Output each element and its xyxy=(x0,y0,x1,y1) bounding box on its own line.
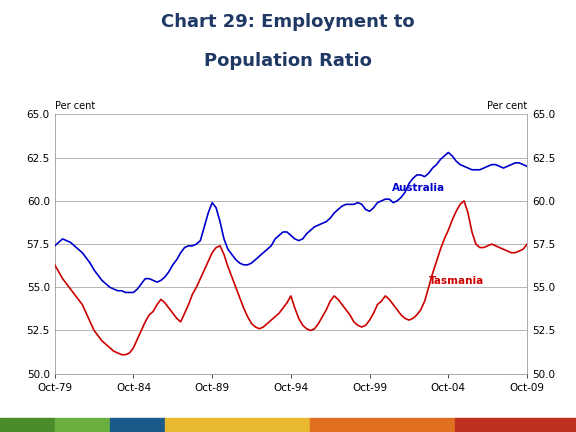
Text: 31: 31 xyxy=(550,403,562,413)
Text: Per cent: Per cent xyxy=(55,101,95,111)
Text: Tasmania: Tasmania xyxy=(429,276,484,286)
Bar xyxy=(110,418,165,432)
Text: Population Ratio: Population Ratio xyxy=(204,52,372,70)
Bar xyxy=(165,418,310,432)
Bar xyxy=(455,418,576,432)
Bar xyxy=(55,418,110,432)
Bar xyxy=(0,418,55,432)
Text: Source: ABS Catalogue Number 6202.0.: Source: ABS Catalogue Number 6202.0. xyxy=(14,403,182,413)
Text: Australia: Australia xyxy=(392,182,446,193)
Text: Chart 29: Employment to: Chart 29: Employment to xyxy=(161,13,415,31)
Bar xyxy=(310,418,455,432)
Text: Per cent: Per cent xyxy=(487,101,527,111)
